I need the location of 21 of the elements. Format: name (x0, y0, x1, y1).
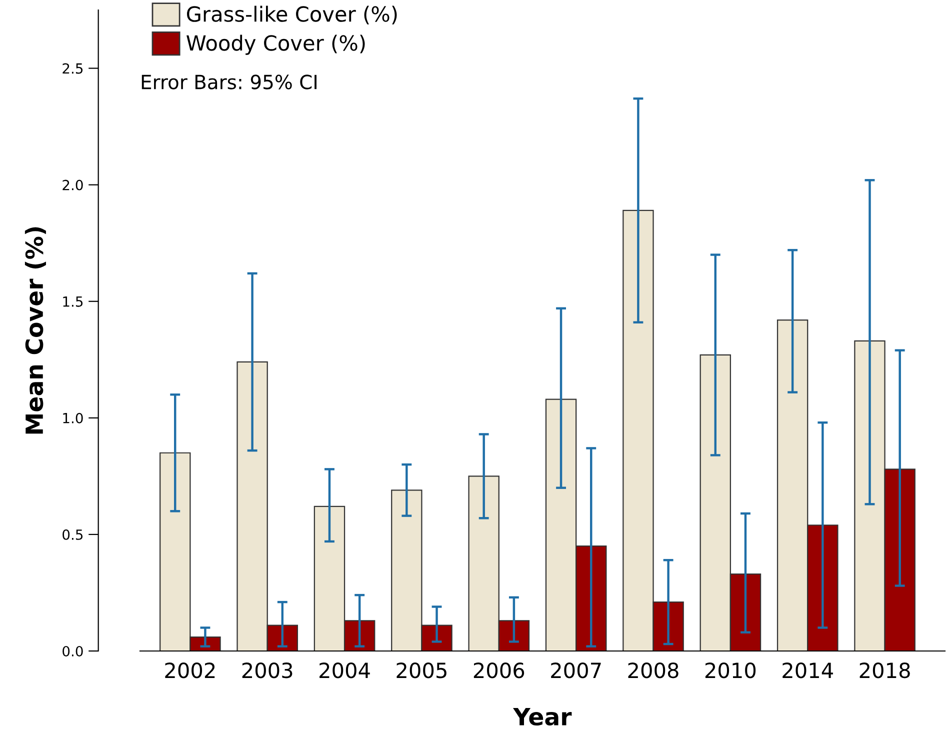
x-tick-label: 2014 (782, 662, 833, 678)
y-tick-label: 2.0 (62, 180, 83, 190)
y-tick-label: 1.0 (63, 412, 83, 424)
x-tick-label: 2008 (628, 662, 678, 678)
x-tick-label: 2018 (860, 662, 910, 678)
x-tick-label: 2007 (551, 662, 601, 678)
x-axis-title: Year (513, 708, 572, 726)
y-axis-title: Mean Cover (%) (24, 227, 46, 434)
x-tick-label: 2006 (474, 662, 524, 678)
legend-label: Grass-like Cover (%) (187, 6, 397, 24)
y-tick-label: 0.0 (62, 646, 83, 656)
y-tick-label: 1.5 (63, 296, 83, 307)
annotation: Error Bars: 95% CI (142, 74, 316, 90)
x-tick-label: 2004 (320, 662, 370, 678)
x-tick-label: 2003 (242, 662, 292, 678)
x-tick-label: 2005 (396, 662, 446, 678)
x-tick-label: 2010 (705, 662, 756, 678)
y-tick-label: 0.5 (62, 529, 83, 540)
legend-label: Woody Cover (%) (186, 34, 365, 55)
x-tick-label: 2002 (165, 662, 215, 678)
y-tick-label: 2.5 (62, 63, 83, 74)
